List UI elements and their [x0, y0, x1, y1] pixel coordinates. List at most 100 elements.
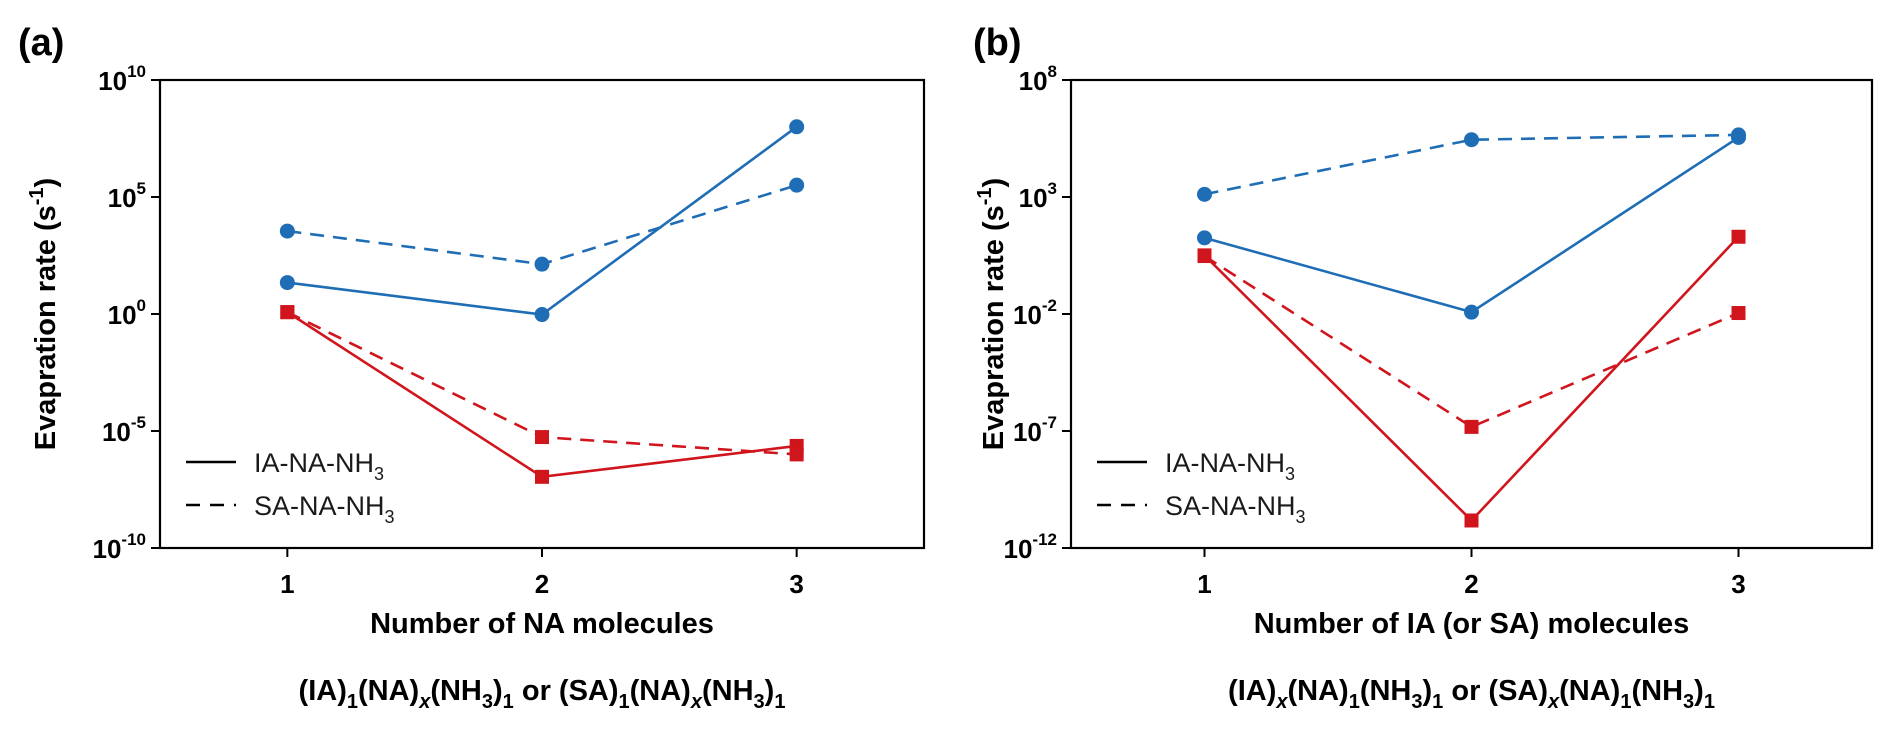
formula-part: (NH [1360, 675, 1412, 707]
y-tick-base: 10 [102, 417, 131, 447]
series-2-point-3 [1731, 127, 1746, 143]
formula-part: or (SA) [514, 675, 619, 707]
formula-part: (NA) [1559, 675, 1620, 707]
series-2-point-2 [534, 256, 550, 272]
y-tick-label: 10-2 [1013, 296, 1057, 330]
x-tick-label: 3 [1731, 569, 1745, 599]
formula-part: (NA) [1288, 675, 1349, 707]
y-tick-exponent: -2 [1042, 296, 1057, 315]
formula-subscript: 3 [482, 691, 493, 713]
y-tick-label: 10-7 [1013, 413, 1057, 447]
formula-part: (IA) [299, 675, 347, 707]
legend-entry-label: SA-NA-NH3 [1165, 491, 1306, 527]
y-axis-label-text: Evapration rate (s [978, 205, 1010, 450]
series-4-point-2 [1464, 419, 1479, 434]
x-tick-label: 2 [535, 569, 549, 599]
legend-entry-label: SA-NA-NH3 [254, 491, 395, 527]
x-tick-label: 1 [1197, 569, 1211, 599]
formula-subscript: 1 [1349, 691, 1360, 713]
y-tick-base: 10 [98, 66, 127, 96]
formula-subscript: x [1275, 691, 1288, 713]
y-axis-label: Evapration rate (s-1) [26, 178, 62, 450]
y-tick-base: 10 [108, 183, 137, 213]
formula-part: ) [493, 675, 503, 707]
legend-label-subscript: 3 [385, 507, 395, 527]
series-2-line [1204, 133, 1739, 196]
formula-subscript: 3 [1411, 691, 1422, 713]
y-tick-base: 10 [93, 534, 122, 564]
panel-label: (b) [973, 22, 1022, 64]
y-tick-base: 10 [1004, 534, 1033, 564]
formula-subscript: 1 [1704, 691, 1715, 713]
formula-part: (NH [1631, 675, 1683, 707]
y-tick-label: 105 [108, 179, 146, 213]
formula-part: ) [765, 675, 775, 707]
y-tick-exponent: 8 [1048, 62, 1057, 81]
series-4-point-3 [1731, 306, 1746, 321]
x-tick-label: 3 [789, 569, 803, 599]
legend-label-text: IA-NA-NH [1165, 448, 1285, 478]
y-tick-exponent: 10 [127, 62, 146, 81]
x-axis-label: Number of NA molecules [370, 608, 714, 640]
formula-part: ) [1423, 675, 1433, 707]
legend-label-text: IA-NA-NH [254, 448, 374, 478]
formula-subscript: 3 [754, 691, 765, 713]
formula-subscript: x [690, 691, 703, 713]
series-1-line [1204, 136, 1740, 314]
x-axis-label: Number of IA (or SA) molecules [1254, 608, 1690, 640]
y-tick-base: 10 [1013, 300, 1042, 330]
series-4-point-3 [789, 447, 804, 462]
y-tick-label: 108 [1019, 62, 1057, 96]
series-4-line [1203, 254, 1740, 429]
series-2-point-3 [789, 177, 805, 193]
series-3-point-2 [535, 469, 549, 484]
y-axis-label-superscript: -1 [974, 187, 996, 205]
y-tick-label: 10-5 [102, 413, 146, 447]
formula-part: (NH [702, 675, 754, 707]
y-tick-label: 100 [108, 296, 146, 330]
legend-label-subscript: 3 [1296, 507, 1306, 527]
y-tick-exponent: -7 [1042, 413, 1057, 432]
formula-part: ) [1694, 675, 1704, 707]
series-1-point-2 [1464, 304, 1479, 320]
formula-part: (NH [430, 675, 482, 707]
legend-label-text: SA-NA-NH [254, 491, 385, 521]
formula-subscript: x [1547, 691, 1560, 713]
series-4-point-1 [1197, 249, 1212, 264]
formula-subscript: x [418, 691, 431, 713]
series-1-line [287, 125, 798, 316]
series-1-point-1 [279, 275, 295, 291]
y-tick-exponent: -12 [1032, 530, 1057, 549]
formula-subscript: 1 [774, 691, 785, 713]
series-2-line [287, 183, 798, 266]
formula-label: (IA)1(NA)x(NH3)1 or (SA)1(NA)x(NH3)1 [299, 675, 786, 713]
formula-subscript: 1 [503, 691, 514, 713]
y-tick-exponent: -10 [121, 530, 146, 549]
x-tick-label: 1 [280, 569, 294, 599]
y-tick-exponent: -5 [131, 413, 146, 432]
y-tick-exponent: 0 [137, 296, 146, 315]
formula-part: (IA) [1228, 675, 1276, 707]
y-axis-label: Evapration rate (s-1) [974, 178, 1010, 450]
formula-subscript: 3 [1683, 691, 1694, 713]
y-tick-exponent: 5 [137, 179, 146, 198]
series-2-point-2 [1464, 132, 1479, 148]
formula-part: (NA) [630, 675, 691, 707]
y-axis-label-superscript: -1 [26, 187, 48, 205]
series-3-point-2 [1464, 513, 1479, 528]
formula-subscript: 1 [347, 691, 358, 713]
y-tick-exponent: 3 [1048, 179, 1057, 198]
y-axis-label-text: ) [978, 178, 1010, 188]
series-3-point-3 [1731, 229, 1746, 244]
legend-label-text: SA-NA-NH [1165, 491, 1296, 521]
series-2-point-1 [1197, 186, 1212, 202]
series-1-point-3 [789, 119, 805, 135]
panel-label: (a) [18, 22, 64, 64]
formula-subscript: 1 [1620, 691, 1631, 713]
series-1-point-1 [1197, 230, 1212, 246]
legend-label-subscript: 3 [374, 464, 384, 484]
formula-part: or (SA) [1443, 675, 1548, 707]
y-tick-base: 10 [108, 300, 137, 330]
